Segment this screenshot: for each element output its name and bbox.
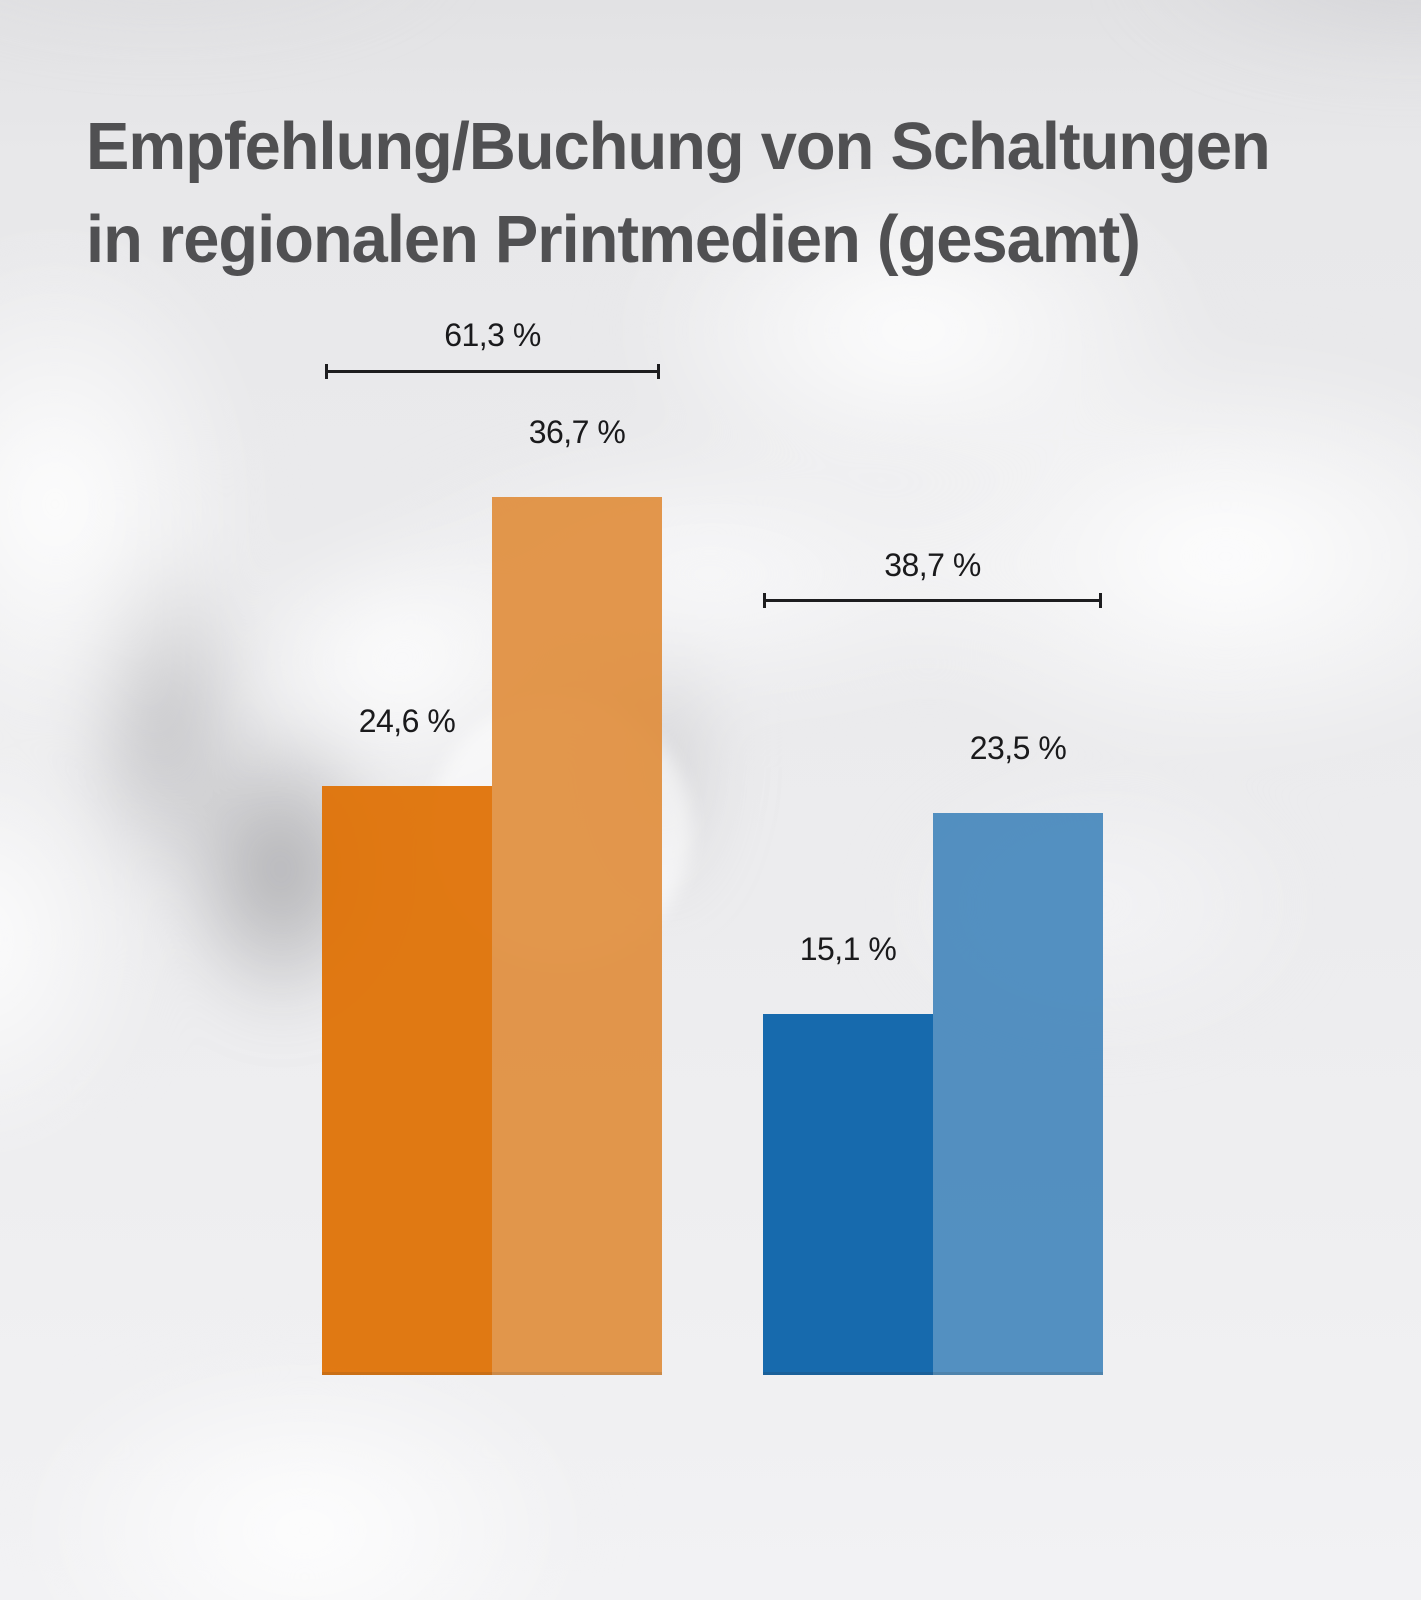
bar-orange-dark — [322, 786, 492, 1375]
bar-blue-light — [933, 813, 1103, 1375]
chart-title-line1: Empfehlung/Buchung von Schaltungen — [86, 109, 1271, 184]
bar-value-label: 36,7 % — [528, 414, 626, 450]
chart-title: Empfehlung/Buchung von Schaltungen in re… — [86, 100, 1386, 286]
group-total-bracket-orange — [325, 364, 660, 379]
group-total-label-orange: 61,3 % — [444, 317, 541, 353]
group-total-bracket-blue — [763, 593, 1102, 608]
bar-value-label: 24,6 % — [358, 703, 456, 739]
bar-orange-light — [492, 497, 662, 1375]
group-total-label-blue: 38,7 % — [884, 547, 981, 583]
chart-title-line2: in regionalen Printmedien (gesamt) — [86, 202, 1141, 277]
bar-value-label: 15,1 % — [799, 931, 897, 967]
bar-blue-dark — [763, 1014, 933, 1375]
bar-value-label: 23,5 % — [969, 730, 1067, 766]
